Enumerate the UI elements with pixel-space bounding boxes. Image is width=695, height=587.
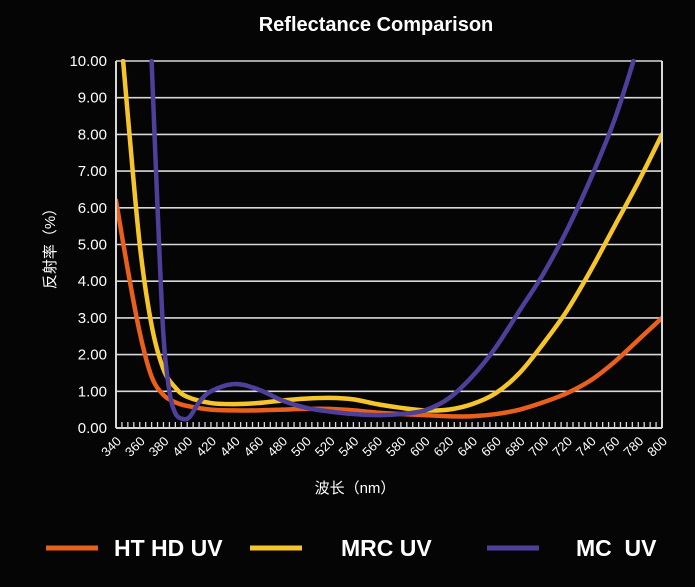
x-tick-label: 560 xyxy=(359,434,385,460)
x-tick-labels: 3403603804004204404604805005205405605806… xyxy=(98,434,670,460)
x-tick-label: 520 xyxy=(312,434,338,460)
y-tick-label: 9.00 xyxy=(78,90,107,107)
x-tick-label: 660 xyxy=(478,434,504,460)
y-tick-label: 5.00 xyxy=(78,237,107,254)
x-tick-label: 600 xyxy=(407,434,433,460)
x-tick-label: 720 xyxy=(549,434,575,460)
y-tick-labels: 0.00 1.00 2.00 3.00 4.00 5.00 6.00 7.00 8.00 9.00… xyxy=(69,53,107,437)
x-tick-label: 460 xyxy=(241,434,267,460)
y-tick-label: 2.00 xyxy=(78,347,107,364)
y-tick-label: 0.00 xyxy=(78,420,107,437)
axes xyxy=(115,61,663,429)
x-tick-label: 420 xyxy=(193,434,219,460)
x-tick-label: 780 xyxy=(620,434,646,460)
legend-label: MC UV xyxy=(576,535,657,561)
x-tick-label: 580 xyxy=(383,434,409,460)
x-tick-label: 480 xyxy=(264,434,290,460)
x-tick-label: 380 xyxy=(146,434,172,460)
legend-label: MRC UV xyxy=(341,535,432,561)
chart-title: Reflectance Comparison xyxy=(258,14,494,36)
gridlines xyxy=(116,60,662,393)
y-tick-label: 10.00 xyxy=(69,53,107,70)
x-tick-label: 440 xyxy=(217,434,243,460)
legend-label: HT HD UV xyxy=(114,535,223,561)
x-tick-label: 540 xyxy=(336,434,362,460)
x-tick-label: 500 xyxy=(288,434,314,460)
series-line-3 xyxy=(149,59,636,422)
y-tick-label: 4.00 xyxy=(78,273,107,290)
x-axis-label: 波长（nm） xyxy=(315,480,396,497)
x-tick-label: 640 xyxy=(454,434,480,460)
series-line-2 xyxy=(120,59,662,413)
x-tick-label: 400 xyxy=(169,434,195,460)
y-tick-label: 6.00 xyxy=(78,200,107,217)
y-tick-label: 3.00 xyxy=(78,310,107,327)
x-tick-label: 680 xyxy=(502,434,528,460)
y-tick-label: 1.00 xyxy=(78,383,107,400)
series-line-1 xyxy=(116,198,662,419)
x-tick-label: 620 xyxy=(431,434,457,460)
x-tick-label: 360 xyxy=(122,434,148,460)
x-tick-label: 700 xyxy=(525,434,551,460)
x-tick-label: 740 xyxy=(573,434,599,460)
x-tick-label: 340 xyxy=(98,434,124,460)
y-axis-label: 反射率（%） xyxy=(42,201,59,289)
x-tick-label: 800 xyxy=(644,434,670,460)
legend: HT HD UV MRC UV MC UV xyxy=(46,535,657,561)
y-tick-label: 7.00 xyxy=(78,163,107,180)
x-tick-label: 760 xyxy=(597,434,623,460)
y-tick-label: 8.00 xyxy=(78,126,107,143)
series-lines xyxy=(116,59,662,422)
